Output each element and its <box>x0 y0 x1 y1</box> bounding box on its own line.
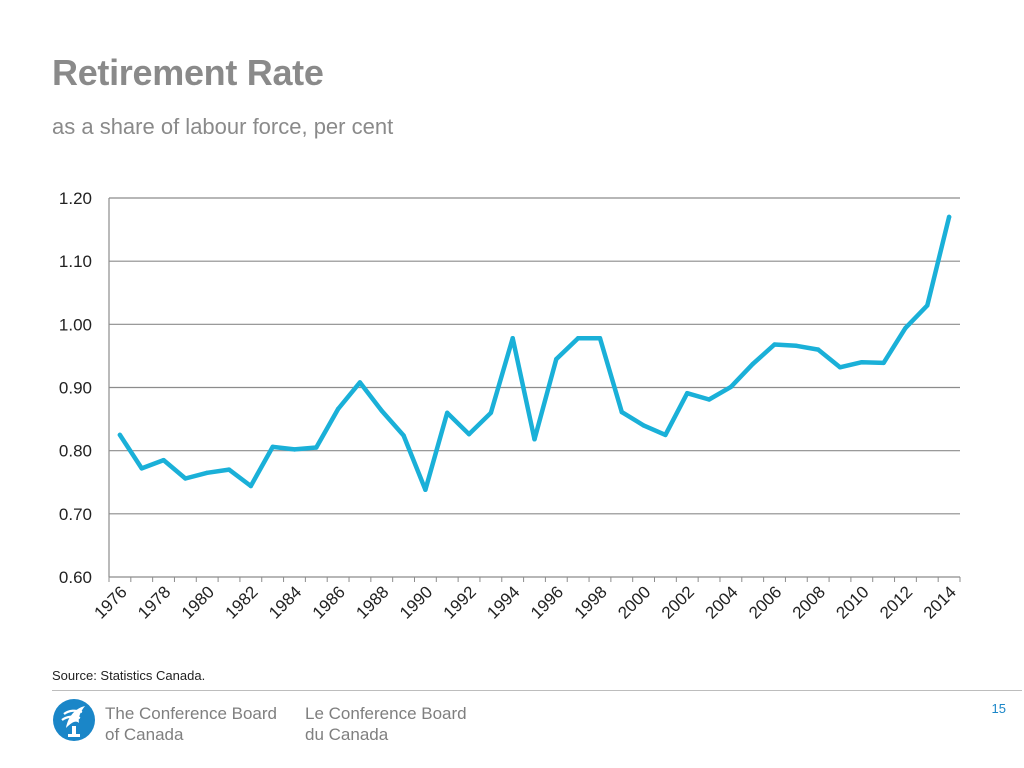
x-tick-label: 1982 <box>221 582 261 622</box>
retirement-rate-line-chart: 0.60 0.70 0.80 0.90 1.00 1.10 1.20 1976 1978 1980… <box>59 189 961 623</box>
data-point <box>946 214 952 220</box>
org-fr-line-2: du Canada <box>305 725 389 744</box>
x-tick-label: 1986 <box>309 582 349 622</box>
data-point <box>641 423 646 428</box>
data-point <box>292 447 297 452</box>
data-point <box>728 384 734 390</box>
org-fr-line-1: Le Conference Board <box>305 704 467 723</box>
org-en-line-1: The Conference Board <box>105 704 277 723</box>
org-en-line-2: of Canada <box>105 725 184 744</box>
source-note: Source: Statistics Canada. <box>52 668 206 683</box>
data-point <box>903 325 908 331</box>
slide-subtitle: as a share of labour force, per cent <box>52 114 394 139</box>
data-point <box>401 433 406 438</box>
data-point <box>532 437 537 442</box>
data-point <box>335 406 341 412</box>
data-point <box>925 303 930 308</box>
x-tick-label: 1988 <box>352 582 392 622</box>
data-point <box>379 408 384 414</box>
retirement-rate-series-line <box>117 214 952 493</box>
x-tick-label: 1990 <box>396 582 436 622</box>
x-tick-label: 2000 <box>614 582 654 622</box>
x-tick-label: 2008 <box>789 582 829 622</box>
y-tick-label: 0.60 <box>59 568 92 587</box>
y-tick-label: 0.80 <box>59 442 92 461</box>
data-point <box>772 342 777 347</box>
x-tick-label: 1984 <box>265 582 305 622</box>
x-tick-label: 1996 <box>527 582 567 622</box>
y-tick-label: 1.00 <box>59 315 92 334</box>
data-point <box>183 476 188 481</box>
data-point <box>510 336 515 341</box>
slide-title: Retirement Rate <box>52 52 324 93</box>
data-point <box>685 390 690 396</box>
data-point <box>226 467 232 472</box>
y-tick-label: 1.20 <box>59 189 92 208</box>
data-point <box>597 336 603 341</box>
data-point <box>794 343 799 349</box>
data-point <box>161 457 166 463</box>
data-point <box>619 409 624 415</box>
data-point <box>575 336 581 341</box>
data-point <box>314 445 319 450</box>
data-point <box>139 466 144 471</box>
x-tick-label: 1978 <box>134 582 174 622</box>
x-tick-label: 1976 <box>91 582 131 622</box>
x-tick-label: 2014 <box>920 582 960 622</box>
data-point <box>423 487 428 493</box>
data-point <box>859 360 865 365</box>
data-point <box>554 356 559 362</box>
data-point <box>248 483 254 489</box>
x-tick-label: 2012 <box>876 582 916 622</box>
x-tick-label: 2006 <box>745 582 785 622</box>
data-point <box>204 470 210 475</box>
data-point <box>815 347 821 352</box>
data-point <box>466 432 472 437</box>
y-tick-label: 0.90 <box>59 379 92 398</box>
torch-icon <box>53 699 95 741</box>
x-tick-label: 1980 <box>178 582 218 622</box>
y-tick-label: 1.10 <box>59 252 92 271</box>
x-tick-label: 2004 <box>702 582 742 622</box>
data-point <box>750 361 755 367</box>
x-tick-label: 2010 <box>832 582 872 622</box>
data-point <box>117 432 123 438</box>
x-tick-label: 1992 <box>440 582 480 622</box>
x-tick-label: 2002 <box>658 582 698 622</box>
footer-divider <box>52 690 1022 691</box>
page-number: 15 <box>991 701 1006 716</box>
data-point <box>488 410 494 415</box>
data-point <box>837 365 843 370</box>
data-point <box>881 360 886 366</box>
x-tick-label: 1998 <box>571 582 611 622</box>
data-point <box>445 410 450 415</box>
data-point <box>357 380 363 385</box>
data-point <box>706 397 712 402</box>
x-tick-label: 1994 <box>483 582 523 622</box>
data-point <box>270 444 275 450</box>
data-point <box>663 432 668 438</box>
org-name-english: The Conference Board of Canada <box>105 703 277 745</box>
org-name-french: Le Conference Board du Canada <box>305 703 467 745</box>
y-tick-label: 0.70 <box>59 505 92 524</box>
